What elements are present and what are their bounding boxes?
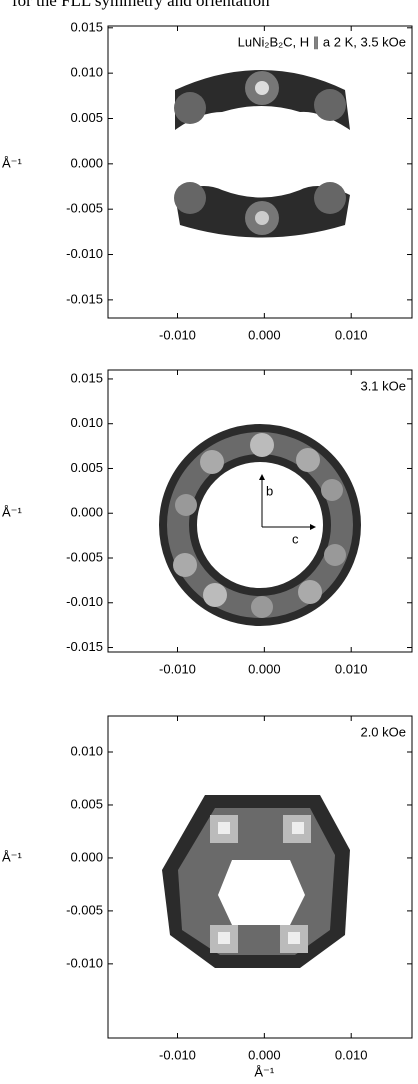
x-tick-label: -0.010 xyxy=(159,661,196,676)
x-tick-label: 0.010 xyxy=(335,327,368,342)
y-axis-label: Å⁻¹ xyxy=(2,505,23,520)
x-tick-label: -0.010 xyxy=(159,1047,196,1062)
x-axis-label: Å⁻¹ xyxy=(254,1064,275,1079)
y-tick-label: -0.010 xyxy=(66,246,103,261)
axis-arrow-label: b xyxy=(266,483,273,498)
y-tick-label: 0.005 xyxy=(70,796,103,811)
y-tick-label: -0.010 xyxy=(66,955,103,970)
diffraction-pattern xyxy=(174,70,350,238)
plot-frame xyxy=(107,25,413,319)
x-tick-label: 0.000 xyxy=(248,661,281,676)
y-tick-label: 0.000 xyxy=(70,505,103,520)
annotation: 3.1 kOe xyxy=(360,378,406,393)
y-tick-label: 0.010 xyxy=(70,415,103,430)
y-axis-label: Å⁻¹ xyxy=(2,849,23,864)
y-tick-label: 0.015 xyxy=(70,19,103,34)
y-tick-label: 0.000 xyxy=(70,849,103,864)
diffraction-pattern xyxy=(162,795,350,968)
diffraction-pattern xyxy=(159,424,361,626)
y-axis-label: Å⁻¹ xyxy=(2,155,23,170)
y-tick-label: -0.015 xyxy=(66,639,103,654)
x-tick-label: 0.010 xyxy=(335,661,368,676)
y-tick-label: -0.005 xyxy=(66,201,103,216)
annotation: 2.0 kOe xyxy=(360,724,406,739)
y-tick-label: 0.015 xyxy=(70,370,103,385)
y-tick-label: 0.010 xyxy=(70,65,103,80)
y-tick-label: 0.000 xyxy=(70,155,103,170)
plot-frame xyxy=(107,369,413,653)
y-tick-label: -0.010 xyxy=(66,594,103,609)
header-text: for the FLL symmetry and orientation xyxy=(12,0,270,10)
x-tick-label: -0.010 xyxy=(159,327,196,342)
x-tick-label: 0.000 xyxy=(248,1047,281,1062)
y-tick-label: -0.005 xyxy=(66,902,103,917)
y-tick-label: 0.010 xyxy=(70,743,103,758)
y-tick-label: 0.005 xyxy=(70,460,103,475)
plot-frame xyxy=(107,715,413,1039)
annotation: LuNi₂B₂C, H ∥ a 2 K, 3.5 kOe xyxy=(238,34,406,49)
y-tick-label: -0.005 xyxy=(66,549,103,564)
y-tick-label: 0.005 xyxy=(70,110,103,125)
x-tick-label: 0.010 xyxy=(335,1047,368,1062)
x-tick-label: 0.000 xyxy=(248,327,281,342)
axis-arrow-label: c xyxy=(292,531,299,546)
y-tick-label: -0.015 xyxy=(66,291,103,306)
